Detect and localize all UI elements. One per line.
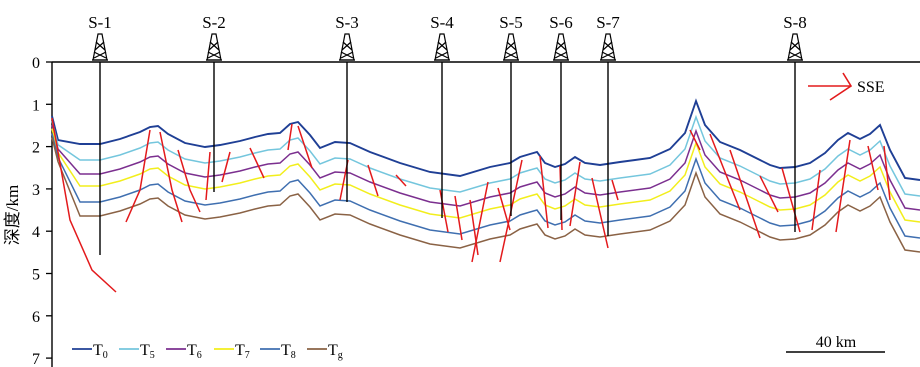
fault-line — [439, 189, 449, 233]
horizon-T6 — [51, 124, 920, 211]
well-s-7: S-7 — [596, 13, 620, 236]
well-s-8: S-8 — [783, 13, 807, 232]
fault-line — [287, 123, 293, 151]
well-label: S-6 — [549, 13, 573, 32]
well-group: S-1 S-2 S-3 S-4 S-5 S-6 S-7 S-8 — [88, 13, 807, 255]
oil-derrick-icon — [206, 33, 222, 61]
oil-derrick-icon — [434, 33, 450, 61]
well-s-1: S-1 — [88, 13, 112, 255]
well-s-2: S-2 — [202, 13, 226, 192]
well-s-5: S-5 — [499, 13, 523, 216]
legend-item-T7: T7 — [214, 342, 250, 361]
fault-line — [883, 145, 891, 201]
fault-line — [811, 169, 821, 231]
horizon-T0 — [51, 98, 920, 181]
well-label: S-1 — [88, 13, 112, 32]
horizon-Tg — [51, 137, 920, 253]
fault-line — [51, 117, 117, 293]
fault-line — [159, 131, 183, 223]
fault-line — [539, 155, 549, 229]
horizon-T7 — [51, 128, 920, 223]
y-tick-label: 5 — [32, 267, 40, 284]
fault-line — [249, 147, 265, 179]
direction-label: SSE — [857, 79, 885, 96]
well-s-3: S-3 — [335, 13, 359, 202]
scale-bar: 40 km — [786, 334, 885, 353]
fault-line — [471, 181, 489, 263]
direction-arrow-icon — [808, 72, 853, 101]
fault-line — [205, 151, 211, 201]
legend: T0 T5 T6 T7 T8 Tg — [72, 342, 343, 361]
fault-line — [125, 129, 151, 223]
scale-bar-label: 40 km — [816, 334, 857, 351]
legend-item-T6: T6 — [166, 342, 202, 361]
y-tick-label: 6 — [32, 309, 40, 326]
well-label: S-5 — [499, 13, 523, 32]
fault-line — [867, 145, 879, 191]
well-s-4: S-4 — [430, 13, 454, 218]
fault-line — [221, 151, 231, 183]
legend-label: T0 — [93, 342, 108, 361]
oil-derrick-icon — [787, 33, 803, 61]
fault-line — [689, 129, 701, 151]
fault-line — [781, 167, 801, 233]
horizon-lines — [51, 98, 920, 253]
legend-item-Tg: Tg — [307, 342, 343, 361]
oil-derrick-icon — [92, 33, 108, 61]
fault-line — [395, 174, 407, 187]
legend-label: T7 — [235, 342, 250, 361]
legend-label: T5 — [140, 342, 155, 361]
well-label: S-4 — [430, 13, 454, 32]
well-label: S-2 — [202, 13, 226, 32]
legend-item-T0: T0 — [72, 342, 108, 361]
fault-line — [469, 199, 479, 256]
oil-derrick-icon — [600, 33, 616, 61]
fault-line — [569, 161, 581, 227]
legend-label: T6 — [187, 342, 202, 361]
legend-item-T8: T8 — [260, 342, 296, 361]
y-tick-label: 7 — [32, 351, 40, 367]
depth-axis: 0 1 2 3 4 5 6 7 深度/km — [3, 55, 920, 367]
fault-line — [611, 179, 619, 201]
y-tick-label: 2 — [32, 140, 40, 157]
direction-indicator: SSE — [808, 72, 885, 101]
fault-line — [835, 139, 851, 233]
horizon-T5 — [51, 114, 920, 197]
fault-line — [759, 175, 779, 213]
fault-lines — [51, 117, 891, 293]
oil-derrick-icon — [503, 33, 519, 61]
y-tick-label: 3 — [32, 182, 40, 199]
fault-line — [729, 149, 761, 239]
legend-label: Tg — [328, 342, 343, 361]
legend-item-T5: T5 — [119, 342, 155, 361]
oil-derrick-icon — [339, 33, 355, 61]
well-label: S-8 — [783, 13, 807, 32]
fault-line — [177, 149, 201, 213]
horizon-T8 — [51, 133, 920, 239]
well-label: S-3 — [335, 13, 359, 32]
legend-label: T8 — [281, 342, 296, 361]
y-tick-label: 4 — [32, 224, 40, 241]
y-tick-label: 0 — [32, 55, 40, 72]
oil-derrick-icon — [553, 33, 569, 61]
fault-line — [297, 125, 313, 169]
y-tick-label: 1 — [32, 97, 40, 114]
fault-line — [454, 195, 463, 241]
depth-axis-label: 深度/km — [3, 185, 22, 245]
well-s-6: S-6 — [549, 13, 573, 220]
fault-line — [591, 177, 609, 249]
fault-line — [367, 164, 379, 197]
well-label: S-7 — [596, 13, 620, 32]
fault-line — [709, 133, 741, 211]
